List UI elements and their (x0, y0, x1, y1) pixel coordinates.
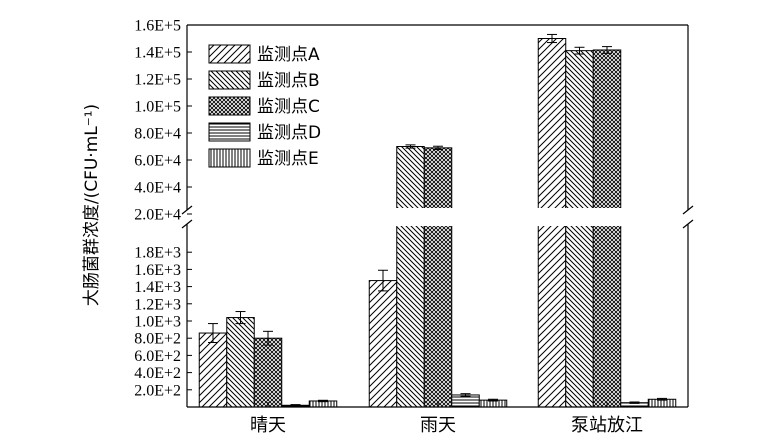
x-tick-label: 雨天 (420, 415, 456, 436)
bar-cross-1 (423, 147, 453, 408)
y-axis-label: 大肠菌群浓度/(CFU·mL⁻¹) (82, 104, 102, 306)
legend-label: 监测点C (257, 97, 320, 117)
legend-label: 监测点A (257, 45, 320, 65)
axis-break-mark (682, 219, 694, 229)
legend-swatch (208, 122, 251, 142)
y-tick-label-low: 1.0E+3 (134, 314, 181, 331)
bars-group (198, 33, 677, 408)
legend-swatch (208, 70, 251, 90)
y-tick-label-low: 1.4E+3 (134, 279, 181, 296)
bar-diag-right-0 (198, 332, 228, 408)
y-tick-label-low: 8.0E+2 (134, 331, 181, 348)
legend: 监测点A 监测点B 监测点C 监测点D 监测点E (208, 44, 321, 169)
axis-break-mark (181, 219, 193, 229)
bar-diag-right-1 (368, 280, 398, 408)
y-tick-label-high: 1.6E+5 (134, 18, 181, 35)
bar-diag-left-0 (226, 317, 255, 408)
y-tick-label-high: 6.0E+4 (134, 153, 181, 170)
y-tick-label-low: 1.2E+3 (134, 296, 181, 313)
y-tick-label-low: 6.0E+2 (134, 348, 181, 365)
legend-label: 监测点D (257, 123, 321, 143)
y-tick-label-high: 8.0E+4 (134, 126, 181, 143)
y-tick-label-high: 4.0E+4 (134, 180, 181, 197)
axis-break-mark (181, 205, 193, 215)
legend-swatch (208, 96, 251, 116)
y-tick-label-low: 1.6E+3 (134, 262, 181, 279)
y-tick-label-high: 1.4E+5 (134, 45, 181, 62)
y-tick-label-high: 2.0E+4 (134, 207, 181, 224)
bar-cross-0 (253, 337, 283, 408)
y-tick-label-low: 1.8E+3 (134, 245, 181, 262)
legend-swatch (208, 148, 251, 168)
legend-label: 监测点E (257, 149, 319, 169)
x-tick-label: 晴天 (250, 415, 286, 436)
y-tick-label-high: 1.0E+5 (134, 99, 181, 116)
bar-cross-2 (592, 49, 622, 408)
y-tick-label-high: 1.2E+5 (134, 72, 181, 89)
x-tick-label: 泵站放江 (571, 415, 643, 436)
legend-label: 监测点B (257, 71, 320, 91)
axis-break-gap (175, 208, 700, 226)
y-tick-label-low: 4.0E+2 (134, 365, 181, 382)
bar-diag-left-1 (396, 146, 425, 408)
bar-diag-left-2 (565, 50, 594, 408)
y-tick-label-low: 2.0E+2 (134, 382, 181, 399)
bar-horizontal-1 (451, 394, 480, 408)
axis-break-mark (682, 205, 694, 215)
legend-swatch (208, 44, 251, 64)
axes-group: 2.0E+24.0E+26.0E+28.0E+21.0E+31.2E+31.4E… (134, 18, 700, 436)
